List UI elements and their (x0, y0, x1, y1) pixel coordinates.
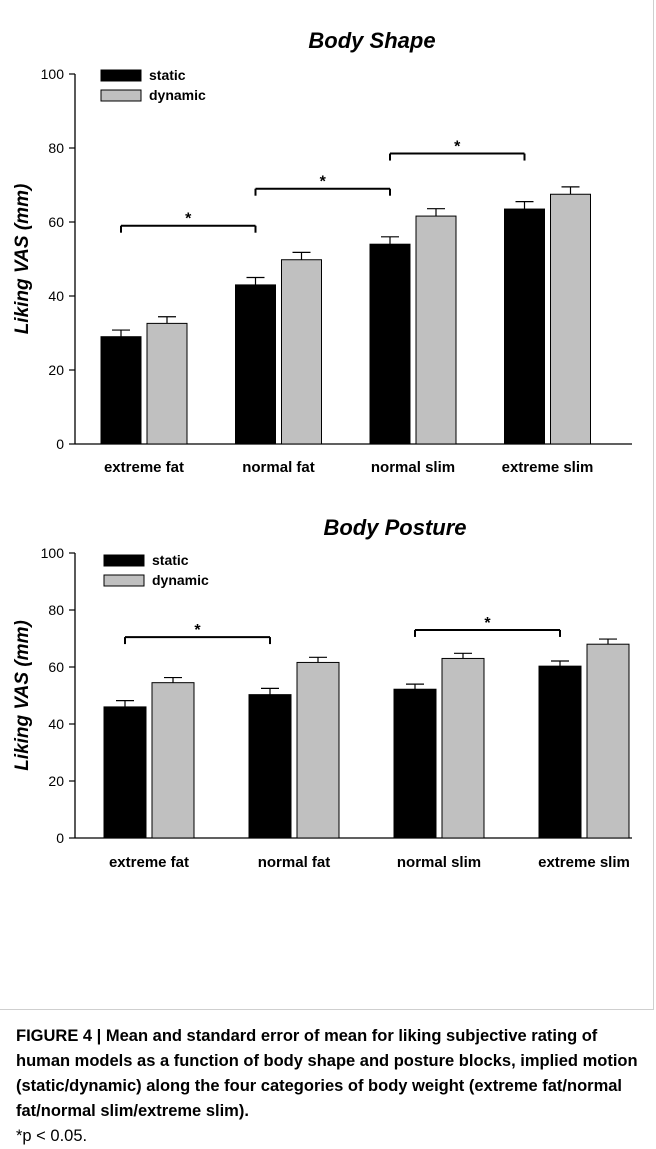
x-tick-label: extreme slim (538, 854, 630, 871)
legend-label-dynamic: dynamic (152, 572, 209, 588)
bar-static (103, 706, 147, 839)
y-tick-label: 100 (41, 545, 65, 561)
bar-static (369, 243, 411, 445)
y-tick-label: 0 (56, 830, 64, 846)
bar-dynamic (146, 322, 188, 445)
x-tick-label: normal fat (258, 854, 331, 871)
x-tick-label: extreme slim (502, 459, 594, 476)
bar-dynamic (415, 215, 457, 445)
legend-swatch-dynamic (103, 574, 145, 587)
bar-dynamic (296, 661, 340, 839)
y-tick-label: 80 (48, 140, 64, 156)
bar-static (538, 665, 582, 839)
bar-dynamic (281, 259, 322, 445)
bar-dynamic (441, 657, 485, 839)
x-tick-label: extreme fat (109, 854, 189, 871)
bar-static (393, 688, 437, 839)
legend-label-static: static (152, 552, 189, 568)
bar-dynamic (151, 682, 195, 839)
bar-static (248, 694, 292, 839)
bar-dynamic (586, 643, 630, 839)
x-tick-label: normal slim (397, 854, 481, 871)
bar-static (235, 284, 276, 445)
y-tick-label: 20 (48, 362, 64, 378)
y-tick-label: 60 (48, 214, 64, 230)
bar-static (100, 336, 142, 445)
caption-note: *p < 0.05. (16, 1127, 88, 1145)
y-tick-label: 0 (56, 436, 64, 452)
significance-marker: * (194, 622, 201, 639)
bar-dynamic (550, 193, 591, 445)
legend-swatch-static (100, 69, 142, 82)
significance-marker: * (185, 211, 192, 228)
x-tick-label: normal fat (242, 459, 315, 476)
legend-label-static: static (149, 67, 186, 83)
caption-title: FIGURE 4 | Mean and standard error of me… (16, 1027, 638, 1120)
bar-static (504, 208, 545, 445)
body-posture-chart: Body Posture Liking VAS (mm) 0 20 40 60 80 100 e… (12, 515, 632, 871)
y-tick-label: 100 (41, 66, 65, 82)
chart-title: Body Posture (323, 515, 466, 540)
legend-label-dynamic: dynamic (149, 87, 206, 103)
y-axis-label: Liking VAS (mm) (12, 620, 33, 771)
y-tick-label: 80 (48, 602, 64, 618)
body-shape-chart: Body Shape Liking VAS (mm) 0 20 40 60 80 100 ext… (12, 28, 632, 476)
significance-marker: * (484, 615, 491, 632)
significance-marker: * (454, 139, 461, 156)
significance-marker: * (320, 174, 327, 191)
y-tick-label: 40 (48, 288, 64, 304)
y-tick-label: 20 (48, 773, 64, 789)
legend-swatch-static (103, 554, 145, 567)
figure-caption: FIGURE 4 | Mean and standard error of me… (16, 1024, 641, 1149)
figure-frame (0, 0, 654, 1010)
y-tick-label: 40 (48, 716, 64, 732)
y-axis-label: Liking VAS (mm) (12, 184, 33, 335)
legend-swatch-dynamic (100, 89, 142, 102)
x-tick-label: normal slim (371, 459, 455, 476)
x-tick-label: extreme fat (104, 459, 184, 476)
y-tick-label: 60 (48, 659, 64, 675)
chart-title: Body Shape (308, 28, 435, 53)
